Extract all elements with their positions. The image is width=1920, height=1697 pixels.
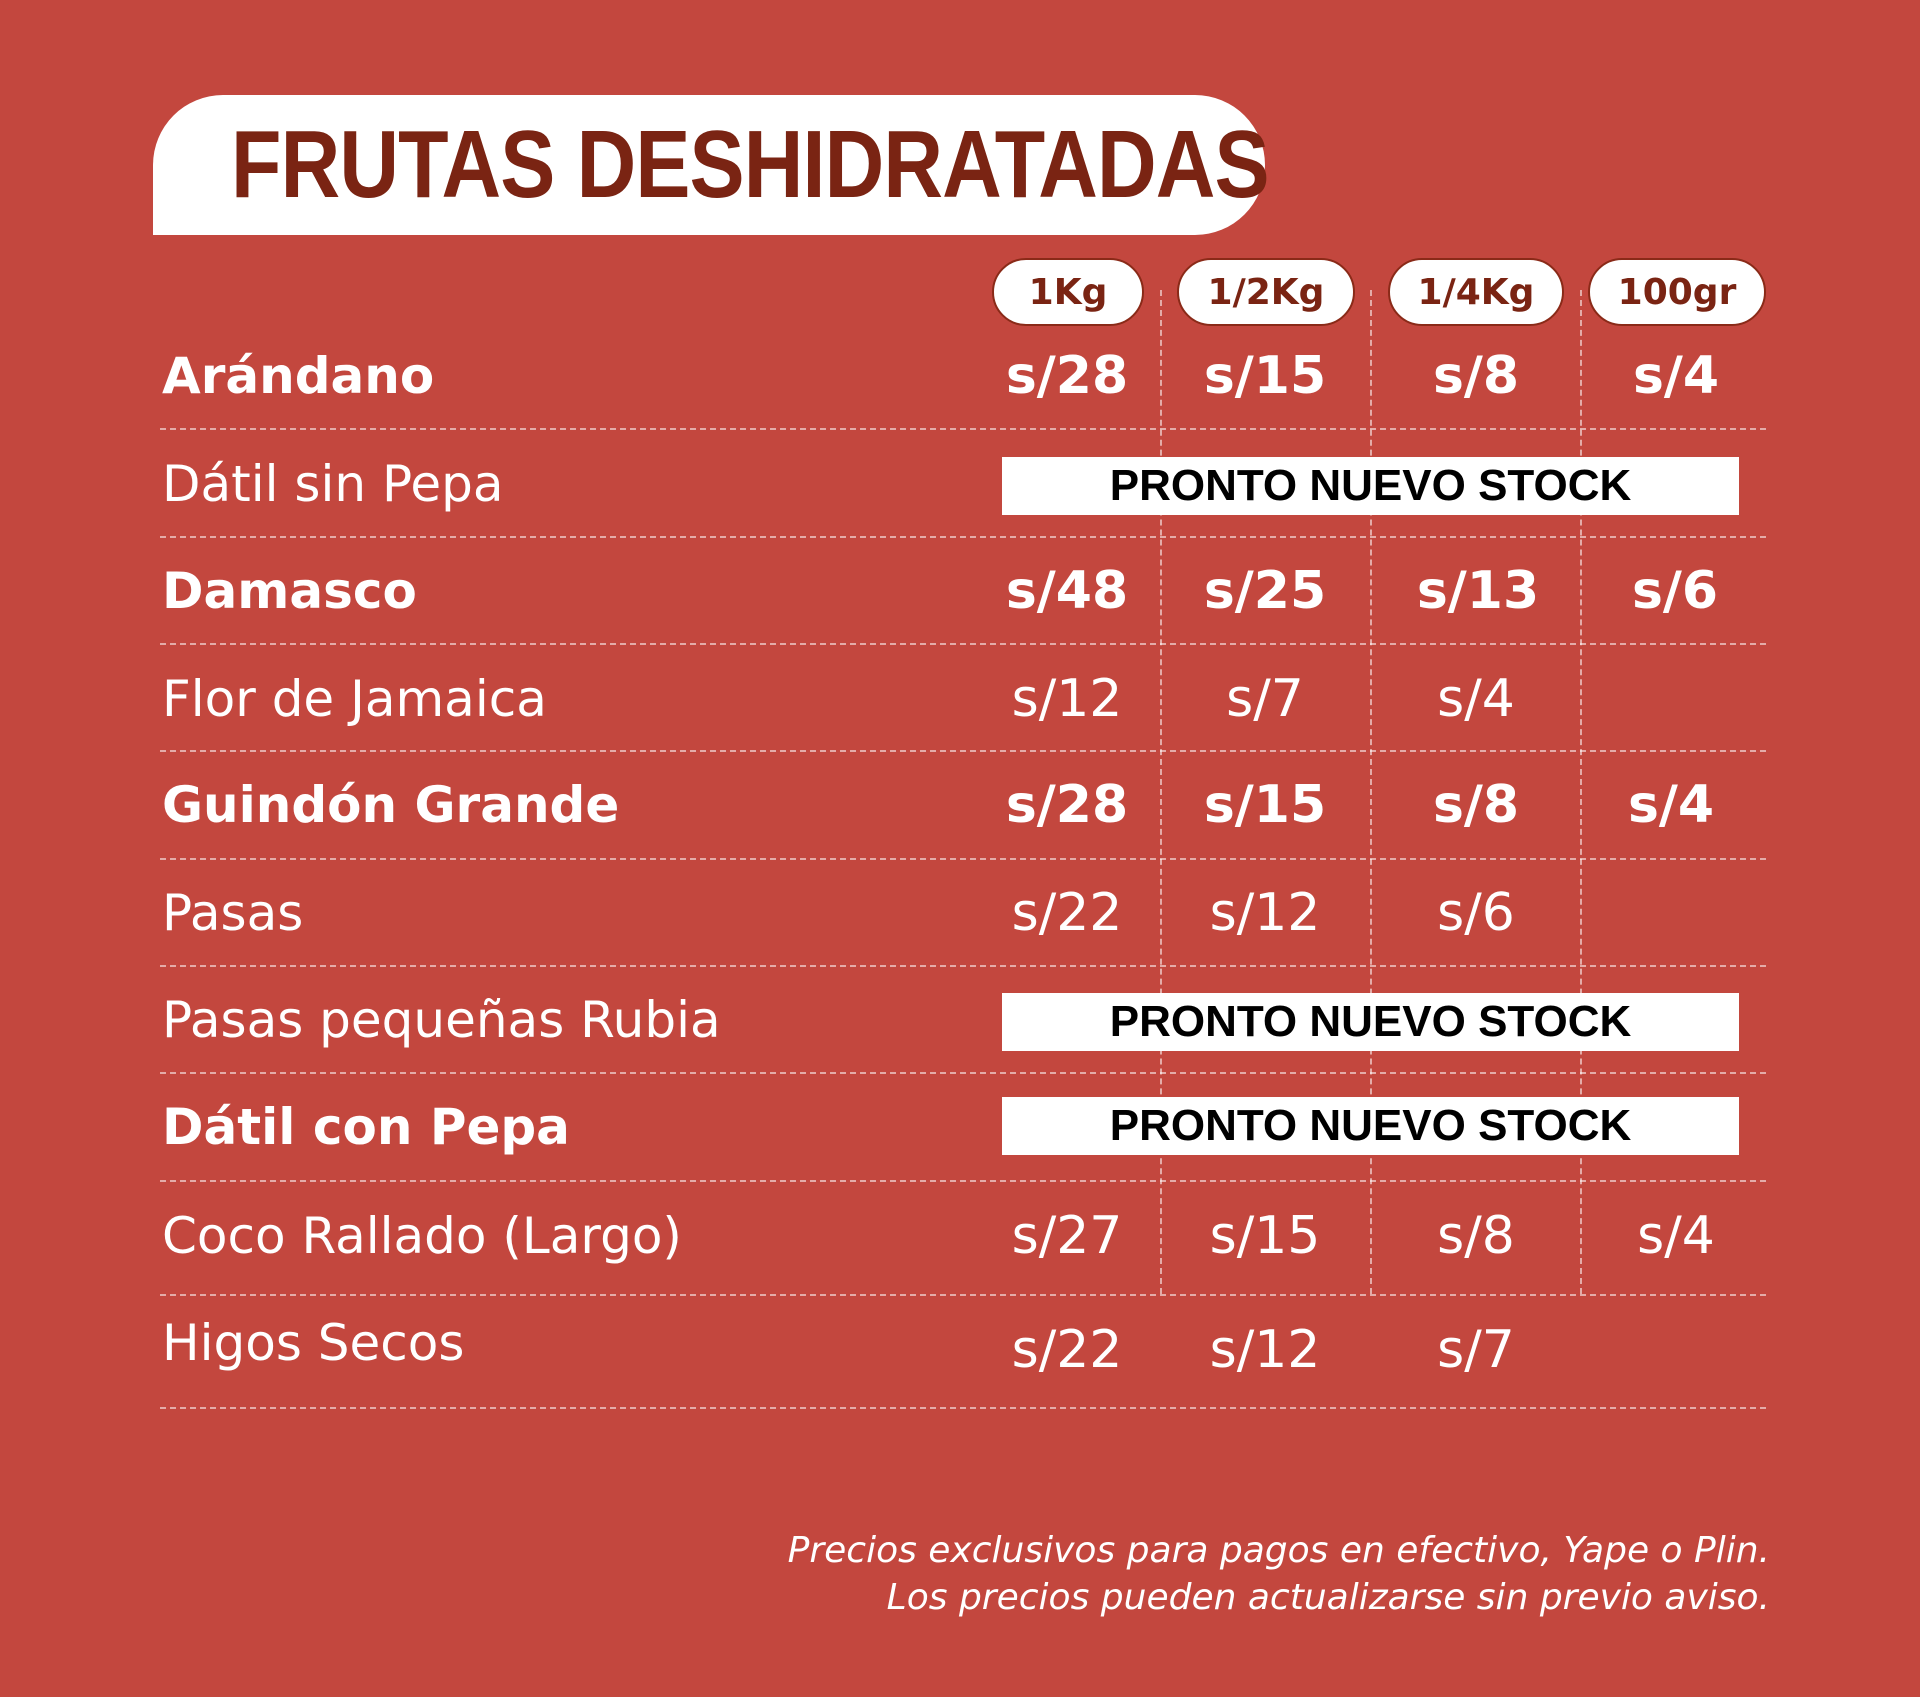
product-name: Arándano — [162, 347, 435, 405]
footnote-payment: Precios exclusivos para pagos en efectiv… — [787, 1530, 1770, 1571]
product-name: Coco Rallado (Largo) — [162, 1207, 682, 1265]
price-1kg: s/28 — [1005, 346, 1129, 406]
price-half-kg: s/15 — [1203, 346, 1327, 406]
column-divider — [1370, 290, 1372, 1294]
price-half-kg: s/15 — [1209, 1206, 1321, 1266]
product-name: Flor de Jamaica — [162, 670, 547, 728]
row-divider — [160, 965, 1766, 967]
price-half-kg: s/7 — [1226, 669, 1304, 729]
price-quarter-kg: s/8 — [1437, 1206, 1515, 1266]
product-name: Dátil sin Pepa — [162, 455, 504, 513]
row-divider — [160, 1072, 1766, 1074]
price-quarter-kg: s/8 — [1432, 775, 1520, 835]
price-1kg: s/12 — [1011, 669, 1123, 729]
row-divider — [160, 858, 1766, 860]
size-header-100gr: 100gr — [1588, 258, 1766, 326]
price-1kg: s/22 — [1011, 883, 1123, 943]
product-name: Damasco — [162, 562, 417, 620]
price-1kg: s/48 — [1005, 561, 1129, 621]
price-1kg: s/27 — [1011, 1206, 1123, 1266]
row-divider — [160, 1407, 1766, 1409]
row-divider — [160, 643, 1766, 645]
size-header-quarter-kg: 1/4Kg — [1388, 258, 1564, 326]
price-100gr: s/4 — [1627, 775, 1715, 835]
price-quarter-kg: s/7 — [1437, 1320, 1515, 1380]
row-divider — [160, 1294, 1766, 1296]
price-half-kg: s/15 — [1203, 775, 1327, 835]
row-divider — [160, 428, 1766, 430]
price-1kg: s/28 — [1005, 775, 1129, 835]
out-of-stock-banner: PRONTO NUEVO STOCK — [1002, 1097, 1739, 1155]
column-divider — [1160, 290, 1162, 1294]
price-quarter-kg: s/13 — [1416, 561, 1540, 621]
price-half-kg: s/12 — [1209, 883, 1321, 943]
product-name: Higos Secos — [162, 1314, 465, 1372]
column-divider — [1580, 290, 1582, 1294]
price-100gr: s/6 — [1631, 561, 1719, 621]
out-of-stock-banner: PRONTO NUEVO STOCK — [1002, 457, 1739, 515]
price-half-kg: s/25 — [1203, 561, 1327, 621]
price-quarter-kg: s/8 — [1432, 346, 1520, 406]
price-100gr: s/4 — [1632, 346, 1720, 406]
product-name: Dátil con Pepa — [162, 1098, 570, 1156]
size-header-1kg: 1Kg — [992, 258, 1144, 326]
price-quarter-kg: s/6 — [1437, 883, 1515, 943]
size-header-half-kg: 1/2Kg — [1177, 258, 1355, 326]
out-of-stock-banner: PRONTO NUEVO STOCK — [1002, 993, 1739, 1051]
footnote-prices: Los precios pueden actualizarse sin prev… — [886, 1577, 1770, 1618]
page-title: FRUTAS DESHIDRATADAS — [231, 111, 1270, 218]
product-name: Guindón Grande — [162, 776, 620, 834]
row-divider — [160, 1180, 1766, 1182]
price-quarter-kg: s/4 — [1437, 669, 1515, 729]
title-banner: FRUTAS DESHIDRATADAS — [153, 95, 1270, 235]
price-1kg: s/22 — [1011, 1320, 1123, 1380]
price-half-kg: s/12 — [1209, 1320, 1321, 1380]
product-name: Pasas pequeñas Rubia — [162, 991, 721, 1049]
price-100gr: s/4 — [1637, 1206, 1715, 1266]
product-name: Pasas — [162, 884, 304, 942]
row-divider — [160, 750, 1766, 752]
row-divider — [160, 536, 1766, 538]
